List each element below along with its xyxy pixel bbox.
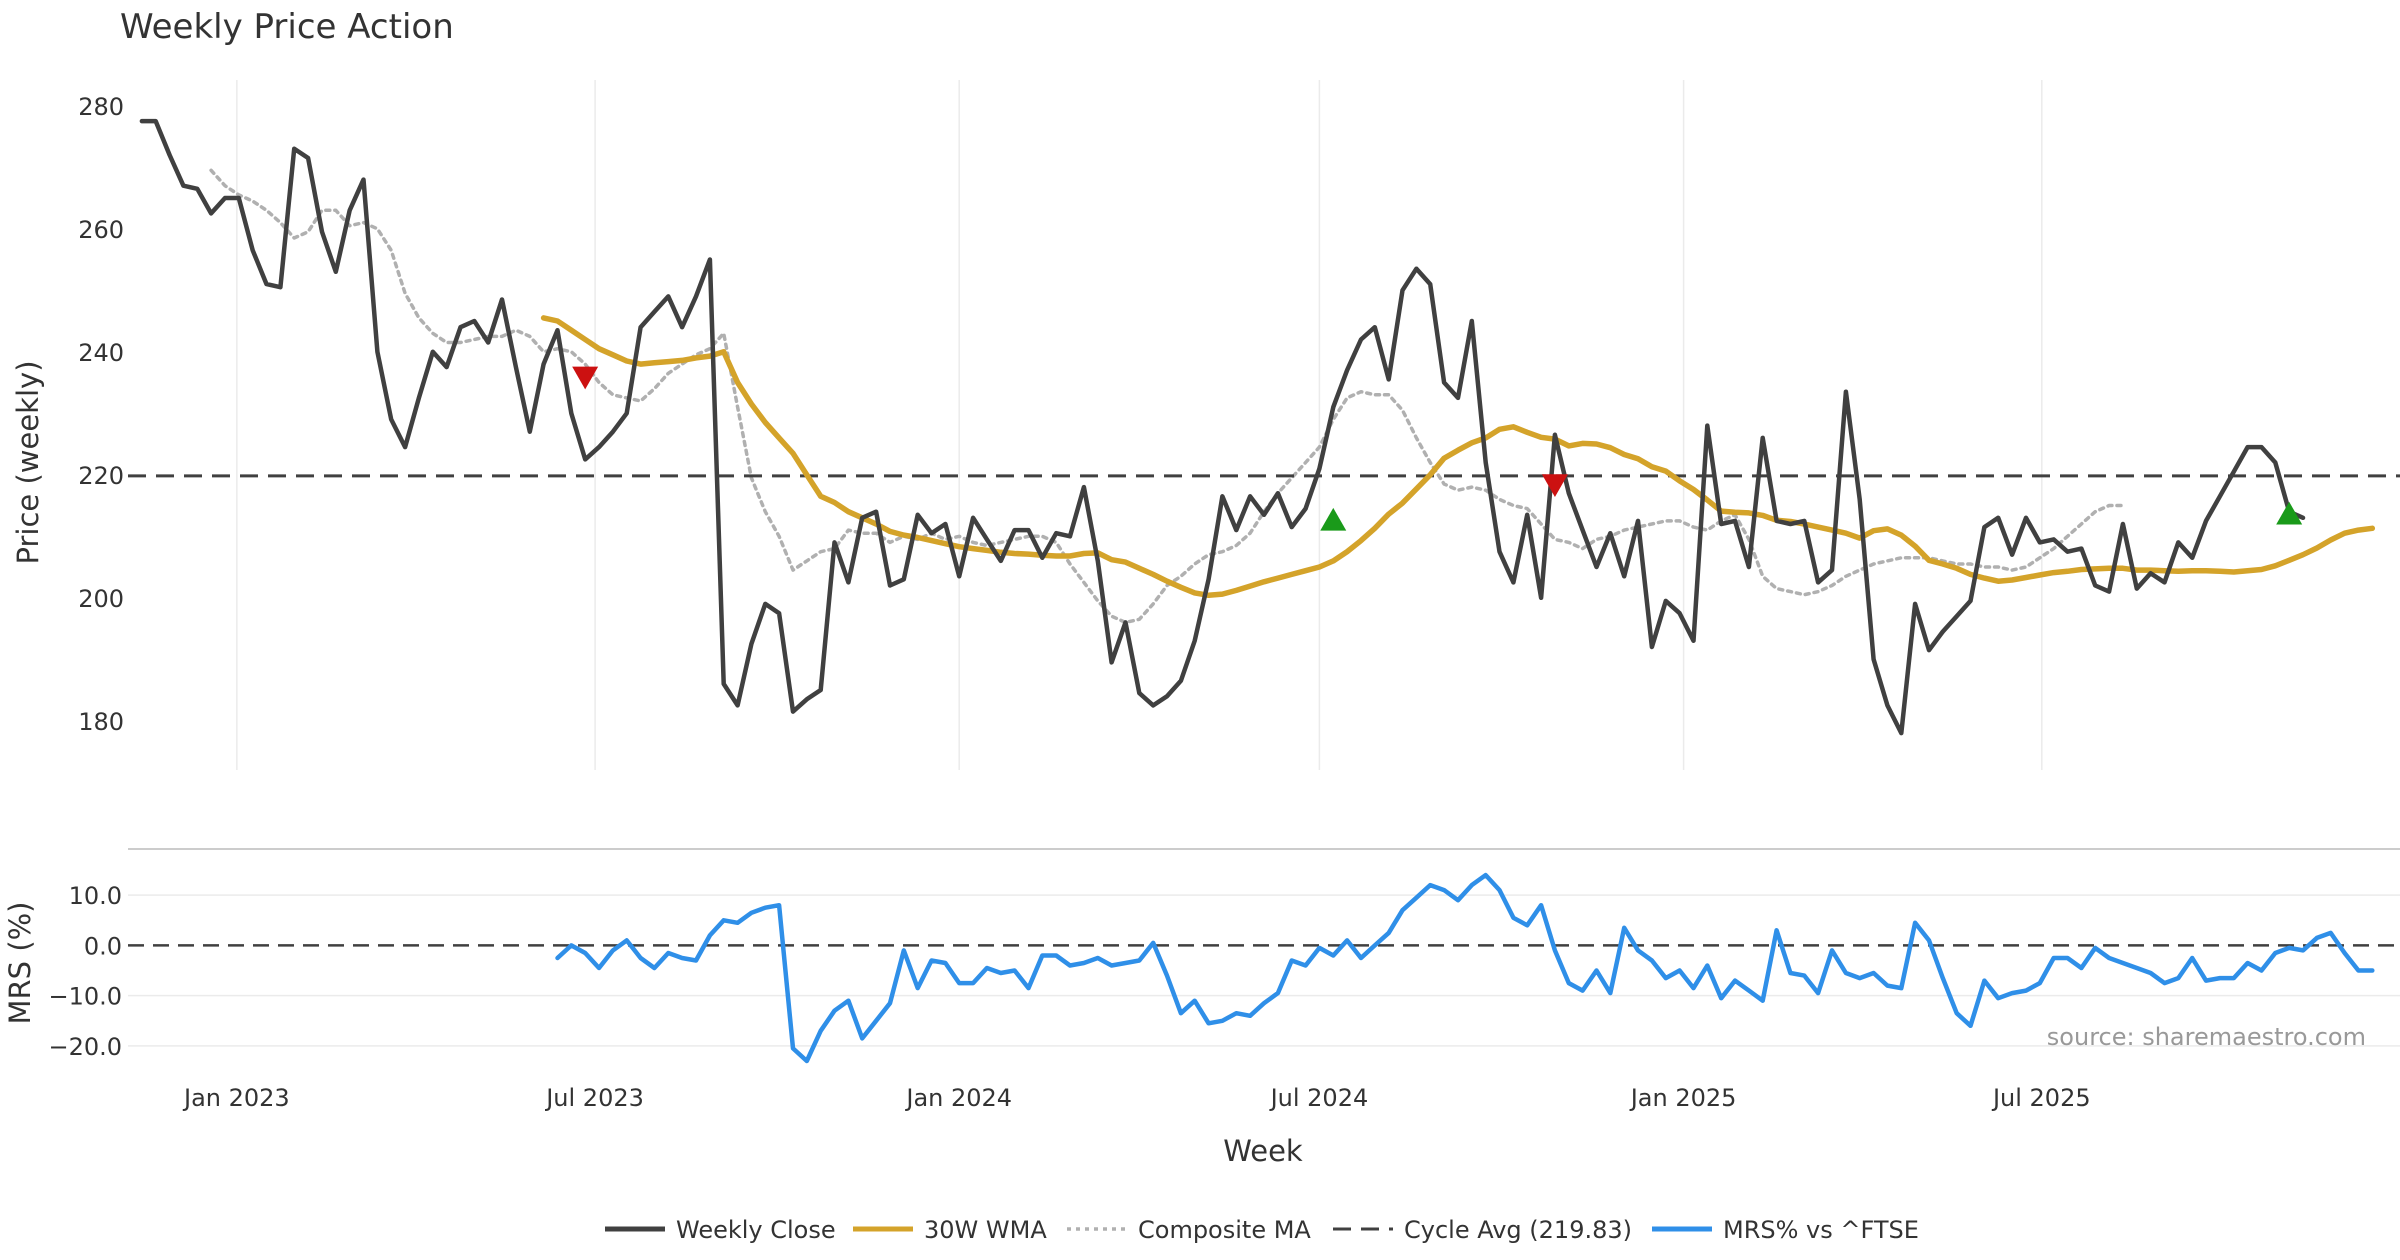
mrs-series [555, 872, 2375, 1064]
x-tick-label: Jan 2023 [182, 1084, 290, 1112]
price-y-tick-label: 200 [78, 585, 124, 613]
legend-label: Composite MA [1138, 1216, 1311, 1244]
weekly-close-line [139, 118, 2306, 736]
price-y-tick-label: 240 [78, 339, 124, 367]
wma-30w-line [540, 315, 2376, 599]
chart-title: Weekly Price Action [120, 7, 454, 47]
price-y-tick-label: 280 [78, 93, 124, 121]
mrs-y-tick-label: 10.0 [69, 882, 122, 910]
legend-item: MRS% vs ^FTSE [1652, 1216, 1919, 1244]
buy-signal-marker [2276, 501, 2303, 525]
composite-ma-line [209, 168, 2125, 625]
buy-signal-marker [1320, 507, 1347, 531]
legend-item: Weekly Close [605, 1216, 836, 1244]
x-tick-label: Jan 2025 [1629, 1084, 1737, 1112]
legend-label: MRS% vs ^FTSE [1723, 1216, 1919, 1244]
price-y-tick-label: 260 [78, 216, 124, 244]
legend-label: Weekly Close [676, 1216, 836, 1244]
price-series [128, 118, 2400, 736]
mrs-panel: 10.0 0.0 −10.0 −20.0 MRS (%) source: sharem… [3, 872, 2400, 1064]
mrs-y-axis-label: MRS (%) [3, 902, 37, 1025]
legend-label: 30W WMA [924, 1216, 1047, 1244]
price-panel: 180 200 220 240 260 280 Price (weekly) [11, 80, 2400, 770]
price-y-ticks: 180 200 220 240 260 280 [78, 93, 124, 736]
x-axis-ticks: Jan 2023 Jul 2023 Jan 2024 Jul 2024 Jan 2025… [182, 1084, 2091, 1112]
mrs-line [555, 872, 2375, 1064]
legend-item: 30W WMA [853, 1216, 1047, 1244]
price-gridlines [236, 80, 2043, 770]
sell-signal-marker [1541, 474, 1568, 498]
mrs-y-ticks: 10.0 0.0 −10.0 −20.0 [48, 882, 122, 1061]
legend-label: Cycle Avg (219.83) [1404, 1216, 1632, 1244]
x-tick-label: Jul 2025 [1991, 1084, 2091, 1112]
x-axis-label: Week [1223, 1134, 1303, 1168]
mrs-y-tick-label: −20.0 [48, 1033, 122, 1061]
x-tick-label: Jan 2024 [904, 1084, 1012, 1112]
trade-signals [572, 366, 2303, 531]
legend-item: Cycle Avg (219.83) [1333, 1216, 1632, 1244]
mrs-y-tick-label: −10.0 [48, 983, 122, 1011]
price-y-tick-label: 220 [78, 462, 124, 490]
source-attribution: source: sharemaestro.com [2047, 1023, 2366, 1051]
x-tick-label: Jul 2023 [544, 1084, 644, 1112]
legend-item: Composite MA [1067, 1216, 1311, 1244]
mrs-gridlines [128, 894, 2400, 1047]
mrs-y-tick-label: 0.0 [84, 932, 122, 960]
price-y-axis-label: Price (weekly) [11, 360, 45, 564]
x-tick-label: Jul 2024 [1269, 1084, 1369, 1112]
sell-signal-marker [572, 366, 599, 390]
price-y-tick-label: 180 [78, 708, 124, 736]
legend: Weekly Close 30W WMA Composite MA Cycle Avg… [605, 1216, 1919, 1244]
